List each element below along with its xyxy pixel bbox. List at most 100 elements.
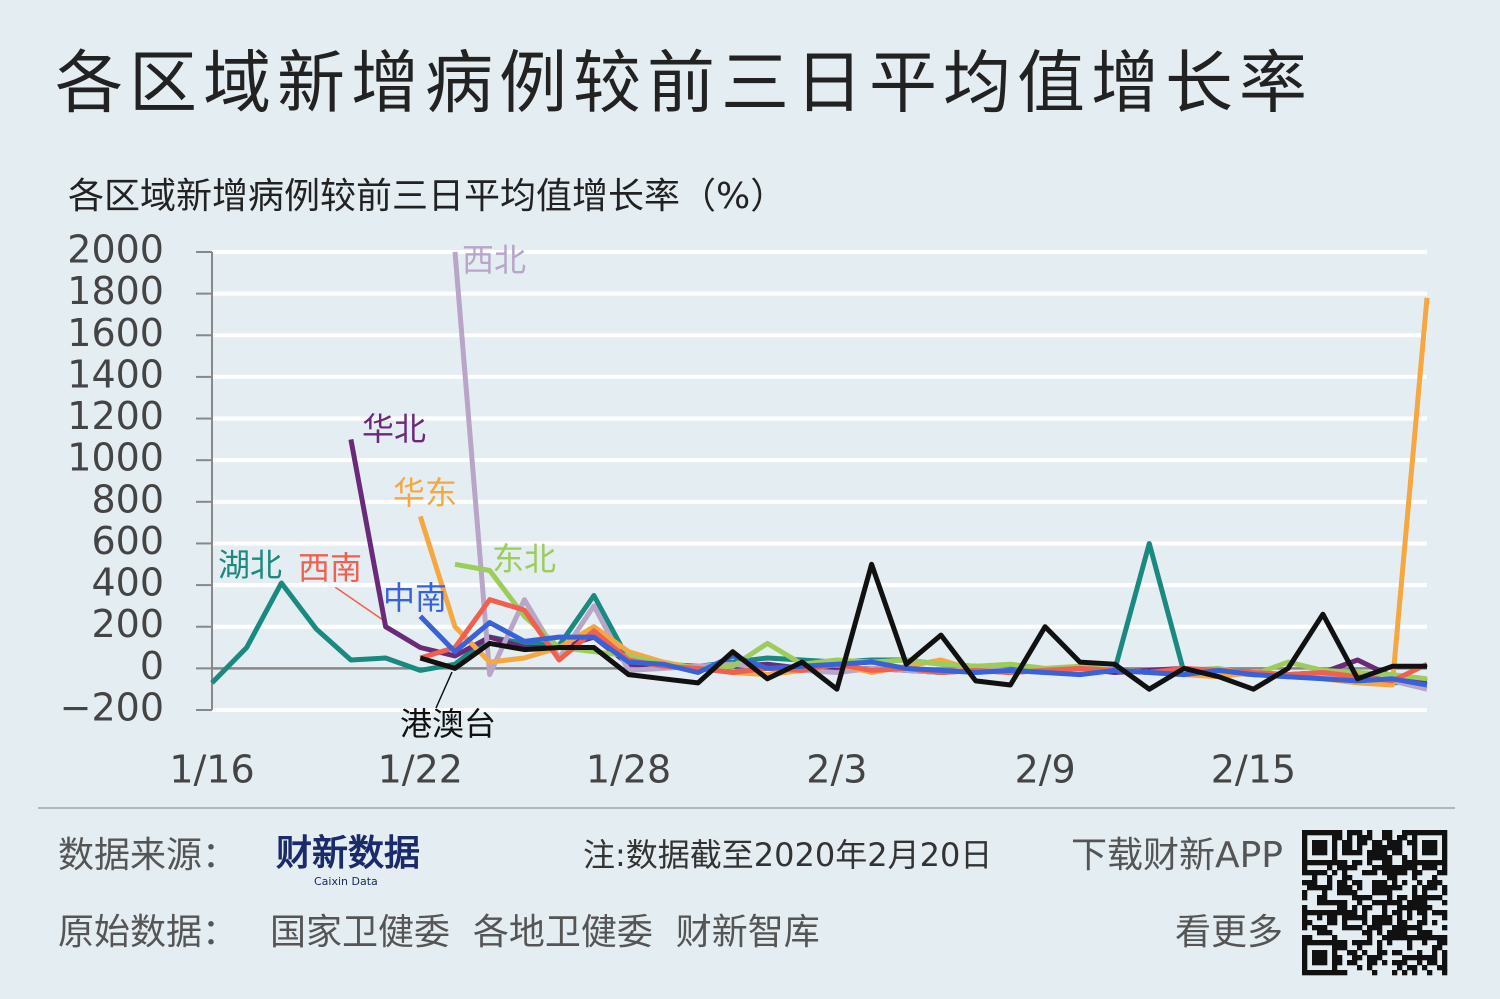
qr-module xyxy=(1317,840,1323,846)
qr-module xyxy=(1397,895,1403,901)
qr-module xyxy=(1412,925,1418,931)
qr-module xyxy=(1312,925,1318,931)
qr-module xyxy=(1427,895,1433,901)
qr-module xyxy=(1322,890,1328,896)
qr-module xyxy=(1422,840,1428,846)
qr-module xyxy=(1372,925,1378,931)
qr-module xyxy=(1422,865,1428,871)
qr-module xyxy=(1367,855,1373,861)
qr-module xyxy=(1317,895,1323,901)
qr-module xyxy=(1302,830,1308,836)
qr-module xyxy=(1317,900,1323,906)
qr-module xyxy=(1342,880,1348,886)
qr-module xyxy=(1367,830,1373,836)
qr-module xyxy=(1432,850,1438,856)
qr-module xyxy=(1427,970,1433,976)
qr-module xyxy=(1412,890,1418,896)
qr-module xyxy=(1342,915,1348,921)
qr-module xyxy=(1442,890,1448,896)
qr-module xyxy=(1307,880,1313,886)
qr-module xyxy=(1432,845,1438,851)
qr-module xyxy=(1352,925,1358,931)
qr-module xyxy=(1342,970,1348,976)
qr-module xyxy=(1392,935,1398,941)
qr-module xyxy=(1377,915,1383,921)
qr-module xyxy=(1417,950,1423,956)
qr-module xyxy=(1307,970,1313,976)
y-tick-label: 1200 xyxy=(67,394,164,438)
qr-module xyxy=(1382,935,1388,941)
qr-module xyxy=(1402,930,1408,936)
qr-module xyxy=(1442,970,1448,976)
qr-module xyxy=(1387,935,1393,941)
x-tick-label: 1/22 xyxy=(378,748,463,792)
qr-module xyxy=(1412,965,1418,971)
qr-module xyxy=(1402,880,1408,886)
qr-module xyxy=(1322,970,1328,976)
qr-module xyxy=(1302,935,1308,941)
qr-module xyxy=(1427,865,1433,871)
qr-module xyxy=(1397,870,1403,876)
qr-module xyxy=(1332,955,1338,961)
qr-module xyxy=(1397,905,1403,911)
qr-module xyxy=(1432,875,1438,881)
qr-module xyxy=(1357,965,1363,971)
qr-module xyxy=(1412,830,1418,836)
qr-module xyxy=(1342,860,1348,866)
qr-module xyxy=(1332,870,1338,876)
qr-module xyxy=(1407,865,1413,871)
qr-module xyxy=(1422,900,1428,906)
qr-module xyxy=(1392,875,1398,881)
qr-module xyxy=(1317,940,1323,946)
qr-module xyxy=(1387,845,1393,851)
qr-module xyxy=(1302,940,1308,946)
qr-module xyxy=(1437,935,1443,941)
qr-module xyxy=(1397,920,1403,926)
qr-module xyxy=(1327,860,1333,866)
y-tick-label: −200 xyxy=(60,686,164,730)
qr-module xyxy=(1342,940,1348,946)
qr-module xyxy=(1367,835,1373,841)
qr-module xyxy=(1312,840,1318,846)
qr-module xyxy=(1347,875,1353,881)
series-label: 港澳台 xyxy=(400,705,496,743)
qr-module xyxy=(1332,960,1338,966)
qr-module xyxy=(1372,885,1378,891)
qr-module xyxy=(1322,850,1328,856)
qr-module xyxy=(1402,920,1408,926)
qr-module xyxy=(1442,840,1448,846)
qr-module xyxy=(1402,905,1408,911)
qr-module xyxy=(1302,955,1308,961)
qr-module xyxy=(1352,830,1358,836)
qr-module xyxy=(1442,845,1448,851)
qr-module xyxy=(1442,955,1448,961)
qr-module xyxy=(1302,890,1308,896)
qr-module xyxy=(1302,945,1308,951)
qr-module xyxy=(1442,885,1448,891)
qr-module xyxy=(1352,850,1358,856)
qr-module xyxy=(1337,835,1343,841)
qr-module xyxy=(1392,960,1398,966)
y-tick-label: 200 xyxy=(91,602,164,646)
qr-module xyxy=(1317,925,1323,931)
qr-module xyxy=(1327,970,1333,976)
qr-module xyxy=(1427,845,1433,851)
qr-module xyxy=(1387,895,1393,901)
qr-module xyxy=(1362,920,1368,926)
qr-module xyxy=(1367,940,1373,946)
qr-module xyxy=(1302,920,1308,926)
qr-module xyxy=(1342,885,1348,891)
qr-module xyxy=(1332,950,1338,956)
qr-module xyxy=(1377,955,1383,961)
qr-module xyxy=(1442,960,1448,966)
series-label: 华北 xyxy=(362,410,426,448)
qr-module xyxy=(1412,855,1418,861)
qr-module xyxy=(1372,865,1378,871)
qr-module xyxy=(1377,885,1383,891)
qr-module xyxy=(1397,935,1403,941)
qr-module xyxy=(1382,845,1388,851)
qr-module xyxy=(1382,910,1388,916)
qr-module xyxy=(1427,840,1433,846)
